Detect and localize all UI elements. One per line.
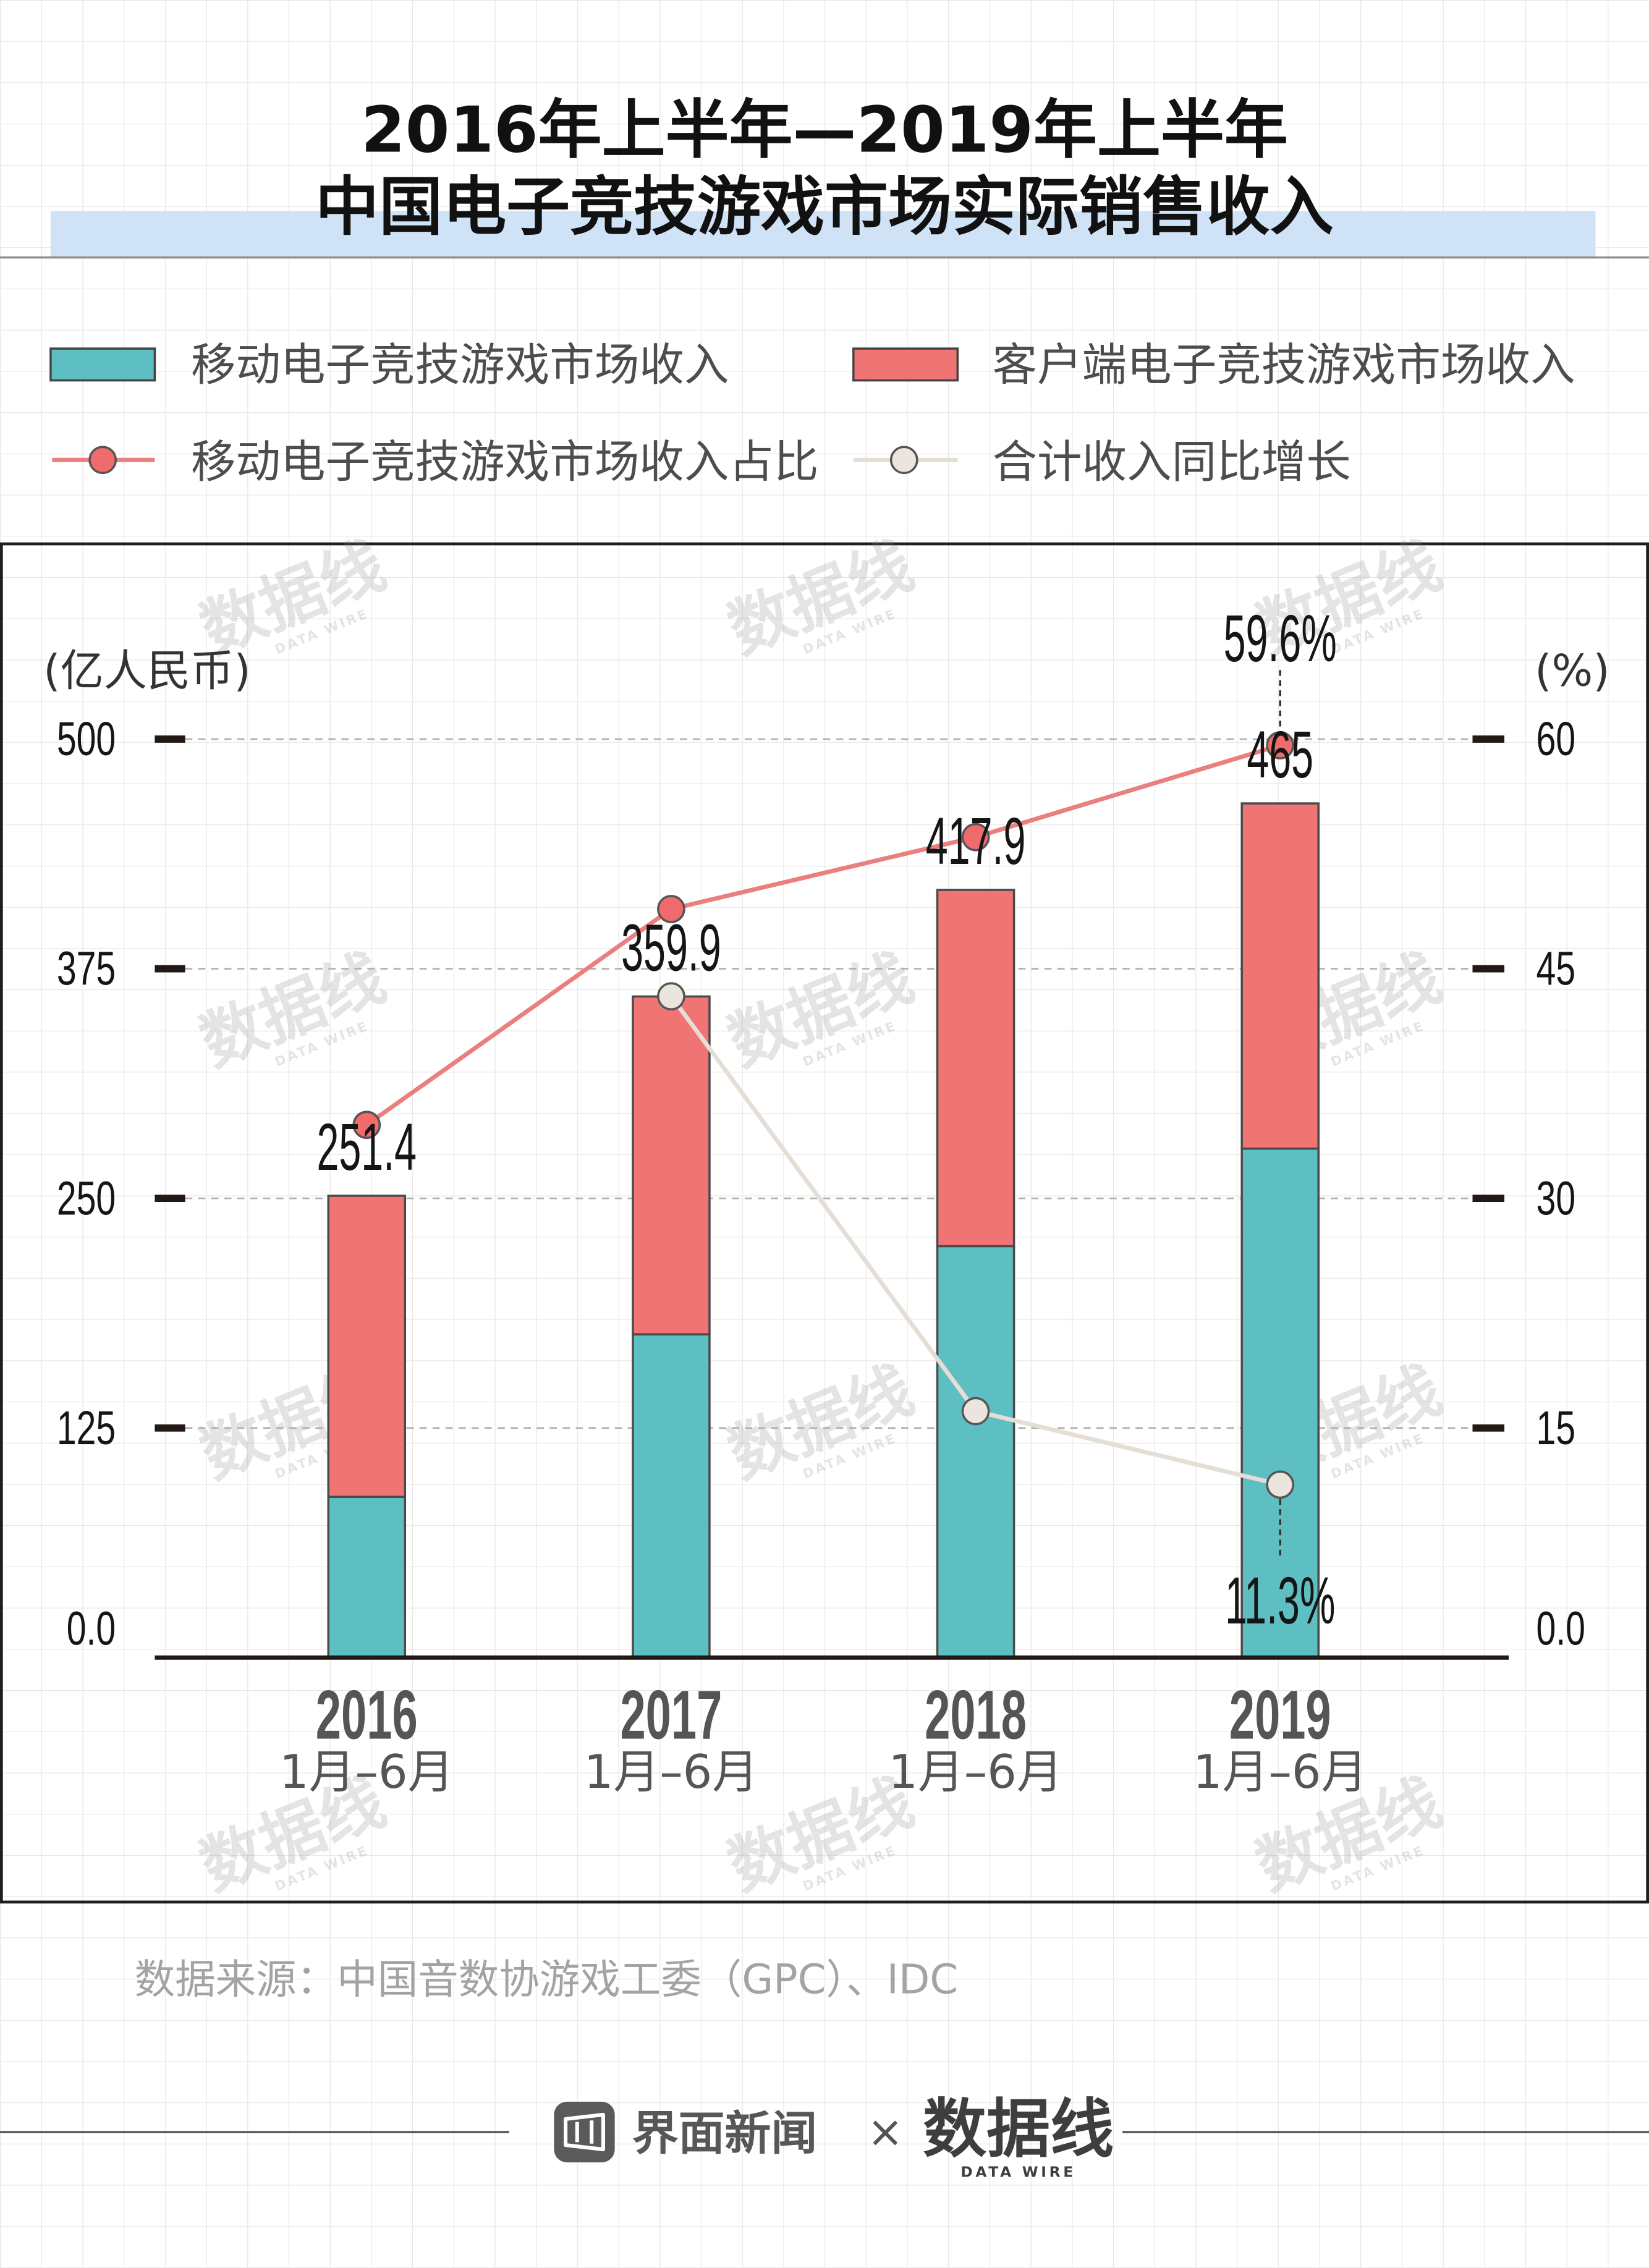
right-tick-label: 45: [1536, 942, 1575, 995]
left-tick-label: 125: [57, 1402, 116, 1455]
line-mobile-share: [364, 743, 1282, 1127]
footer-separator: ×: [867, 2106, 904, 2157]
total-label-2018: 417.9: [926, 804, 1026, 878]
datawire-logo-subtext: DATA WIRE: [960, 2164, 1076, 2181]
datawire-logo-text: 数据线: [923, 2092, 1114, 2166]
legend-marker-yoy-growth: [889, 446, 918, 475]
left-tick-label: 0.0: [67, 1602, 116, 1655]
marker-mobile-share-2019: [1266, 731, 1295, 760]
legend-swatch-mobile-revenue: [49, 347, 156, 382]
chart-frame: [0, 542, 1649, 1904]
marker-yoy-growth-2018: [961, 1397, 990, 1426]
legend-label-mobile-revenue: 移动电子竞技游戏市场收入: [191, 340, 729, 392]
source-note: 数据来源：中国音数协游戏工委（GPC）、IDC: [135, 1956, 958, 2003]
y-left-axis-title: (亿人民币): [43, 645, 251, 696]
legend-item-mobile-revenue: 移动电子竞技游戏市场收入: [49, 340, 729, 392]
title-highlight: [50, 211, 1596, 258]
bar-client-revenue-2019: [1240, 802, 1320, 1150]
legend-label-mobile-share: 移动电子竞技游戏市场收入占比: [191, 436, 819, 488]
legend-label-client-revenue: 客户端电子竞技游戏市场收入: [992, 340, 1575, 392]
annotation-mobile-share: 59.6%: [1224, 601, 1337, 675]
left-tick-label: 500: [57, 713, 116, 766]
bar-client-revenue-2017: [632, 995, 711, 1335]
x-label-period-2017: 1月–6月: [584, 1745, 758, 1799]
footer: 界面新闻 × 数据线 DATA WIRE: [0, 2092, 1649, 2181]
x-label-period-2018: 1月–6月: [888, 1745, 1062, 1799]
x-label-year-2017: 2017: [620, 1677, 722, 1754]
bar-client-revenue-2018: [936, 889, 1015, 1248]
right-tick-label: 30: [1536, 1172, 1575, 1225]
right-tick-label: 0.0: [1536, 1602, 1585, 1655]
x-label-period-2016: 1月–6月: [279, 1745, 454, 1799]
left-tick-label: 250: [57, 1172, 116, 1225]
chart-title-line-1: 2016年上半年—2019年上半年: [361, 93, 1288, 167]
legend-item-yoy-growth: 合计收入同比增长: [853, 436, 1351, 488]
jiemian-logo-icon-bg: [554, 2101, 615, 2163]
total-label-2019: 465: [1247, 717, 1313, 792]
marker-mobile-share-2016: [352, 1111, 381, 1140]
legend-swatch-client-revenue: [852, 347, 959, 382]
marker-mobile-share-2017: [657, 895, 685, 923]
annotation-yoy-growth: 11.3%: [1225, 1563, 1335, 1638]
marker-yoy-growth-2017: [657, 982, 685, 1010]
legend-item-mobile-share: 移动电子竞技游戏市场收入占比: [52, 436, 819, 488]
bar-client-revenue-2016: [327, 1195, 407, 1498]
x-label-year-2019: 2019: [1229, 1677, 1331, 1754]
bars: [327, 802, 1320, 1659]
bar-mobile-revenue-2018: [936, 1245, 1015, 1659]
y-right-axis-title: (%): [1535, 645, 1609, 696]
right-tick-label: 60: [1536, 713, 1575, 766]
bar-mobile-revenue-2019: [1240, 1147, 1320, 1659]
legend: 移动电子竞技游戏市场收入 客户端电子竞技游戏市场收入 移动电子竞技游戏市场收入占…: [49, 340, 1575, 488]
datawire-logo: 数据线 DATA WIRE: [923, 2092, 1114, 2180]
legend-label-yoy-growth: 合计收入同比增长: [992, 436, 1350, 488]
bar-mobile-revenue-2017: [632, 1333, 711, 1659]
chart-title-line-2: 中国电子竞技游戏市场实际销售收入: [315, 170, 1333, 244]
x-label-year-2018: 2018: [925, 1677, 1027, 1754]
x-label-period-2019: 1月–6月: [1193, 1745, 1367, 1799]
legend-marker-mobile-share: [88, 446, 117, 475]
marker-yoy-growth-2019: [1266, 1470, 1295, 1499]
header: 2016年上半年—2019年上半年 中国电子竞技游戏市场实际销售收入: [0, 93, 1649, 259]
marker-mobile-share-2018: [961, 823, 990, 852]
right-tick-label: 15: [1536, 1402, 1575, 1455]
chart-area: (亿人民币) (%) 0.0 0.0 125 15 250 30 375 45 500 60 25…: [43, 601, 1609, 1799]
x-label-year-2016: 2016: [316, 1677, 418, 1754]
jiemian-logo-text: 界面新闻: [632, 2106, 818, 2160]
left-tick-label: 375: [57, 942, 116, 995]
tick-labels: 0.0 0.0 125 15 250 30 375 45 500 60: [57, 713, 1585, 1656]
data-labels: 251.4 359.9 417.9 465 59.6% 11.3%: [316, 601, 1336, 1638]
legend-item-client-revenue: 客户端电子竞技游戏市场收入: [852, 340, 1575, 392]
jiemian-logo-icon-frame: [564, 2112, 605, 2152]
series-markers: [352, 731, 1295, 1499]
jiemian-logo-icon: [554, 2101, 615, 2163]
total-label-2016: 251.4: [316, 1110, 417, 1184]
bar-mobile-revenue-2016: [327, 1496, 407, 1659]
total-label-2017: 359.9: [621, 910, 721, 984]
